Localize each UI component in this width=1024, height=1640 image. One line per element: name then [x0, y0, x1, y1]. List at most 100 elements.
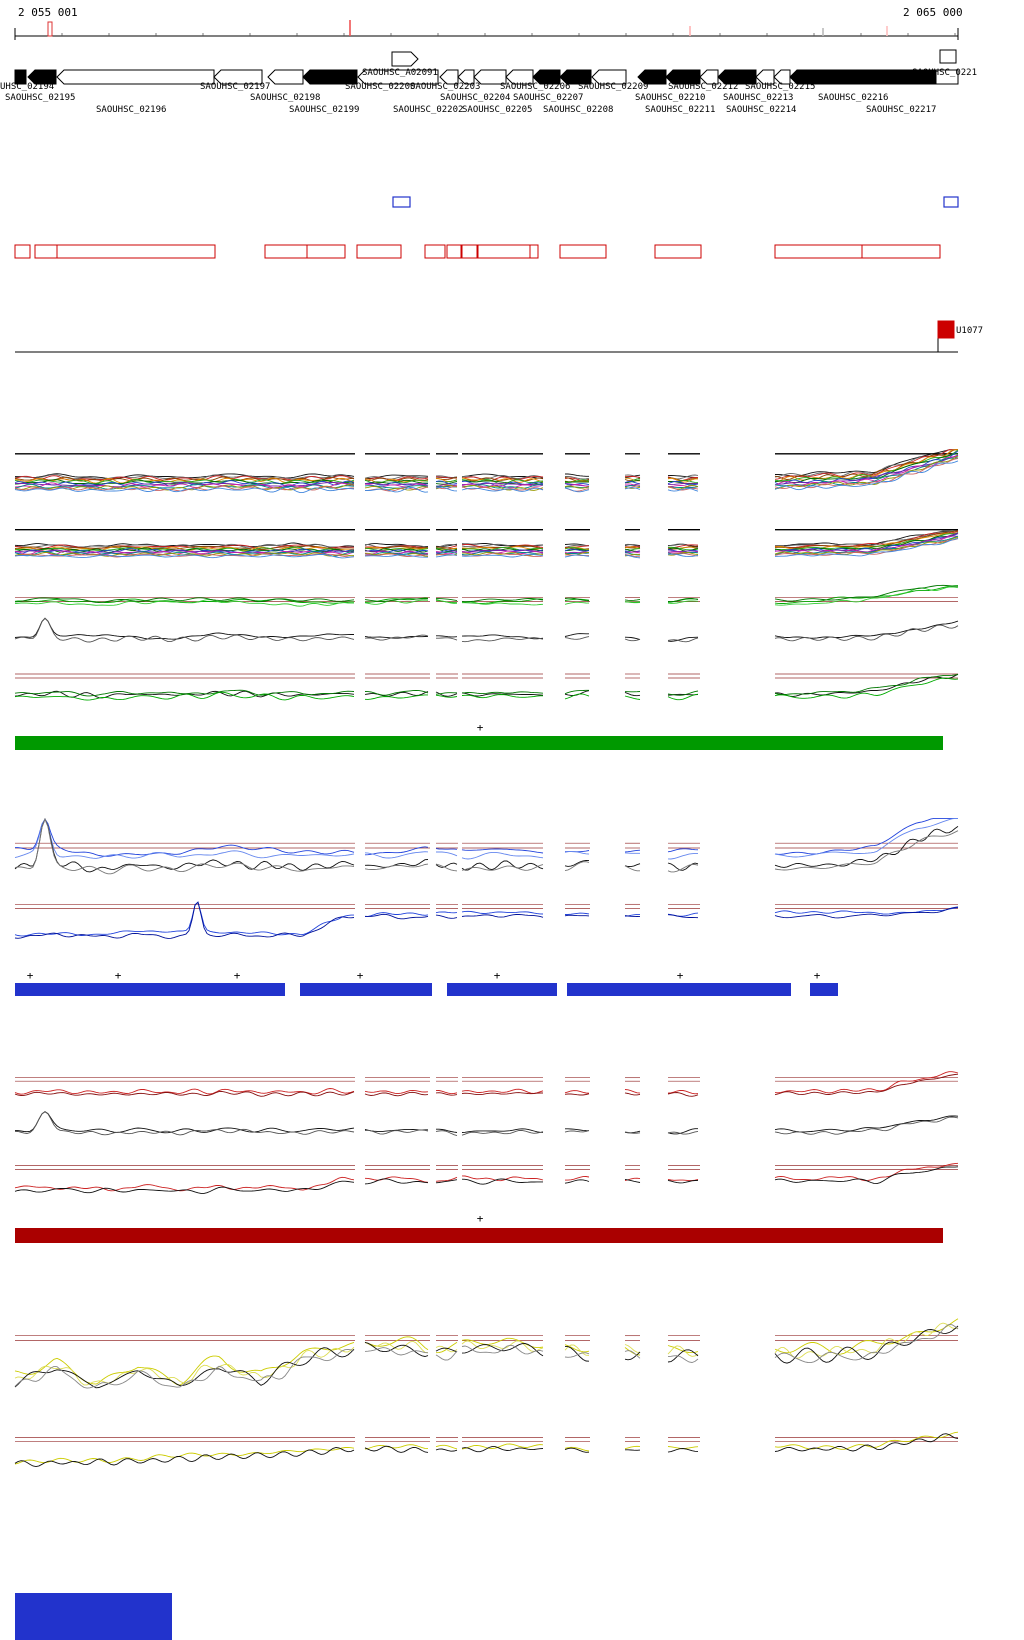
feature-box-red[interactable]: [356, 244, 402, 259]
signal-line: [624, 695, 641, 700]
feature-bar-blue[interactable]: [15, 983, 285, 996]
signal-line: [364, 546, 429, 549]
signal-line: [564, 1345, 590, 1362]
insertion-box-blue[interactable]: [943, 196, 959, 208]
signal-line: [667, 1089, 699, 1095]
insertion-box-blue[interactable]: [392, 196, 411, 208]
legend-block[interactable]: [15, 1593, 172, 1640]
signal-line: [667, 600, 699, 604]
signal-line: [435, 548, 458, 552]
gene-arrow[interactable]: [213, 69, 263, 85]
signal-line: [435, 1350, 458, 1361]
signal-line: [435, 554, 458, 558]
signal-line: [624, 636, 641, 640]
signal-line: [435, 1448, 458, 1452]
track-black-signal-2[interactable]: [14, 1111, 959, 1137]
signal-line: [435, 479, 458, 483]
signal-line: [565, 473, 589, 477]
gene-arrow[interactable]: [357, 69, 439, 85]
gene-label: SAOUHSC_02213: [723, 93, 793, 103]
signal-line: [774, 674, 959, 695]
signal-line: [774, 454, 959, 486]
track-blue-signal-tall[interactable]: [14, 817, 959, 875]
reverse-strand-bar[interactable]: [15, 1228, 943, 1243]
feature-box-red[interactable]: [14, 244, 31, 259]
flag-label: U1077: [956, 326, 983, 336]
signal-line: [14, 485, 354, 492]
gene-arrow[interactable]: [935, 69, 959, 85]
feature-box-red[interactable]: [774, 244, 941, 259]
feature-bar-blue[interactable]: [810, 983, 838, 996]
signal-line: [364, 1178, 429, 1185]
signal-line: [14, 818, 355, 859]
feature-box-red[interactable]: [264, 244, 308, 259]
feature-bar-blue[interactable]: [567, 983, 791, 996]
feature-box-red[interactable]: [654, 244, 702, 259]
signal-line: [435, 863, 458, 872]
signal-line: [667, 864, 699, 873]
gene-arrow[interactable]: [591, 69, 627, 85]
forward-strand-bar[interactable]: [15, 736, 943, 750]
track-blue-signal-2[interactable]: [14, 901, 959, 939]
track-red-black-signal[interactable]: [14, 1162, 959, 1194]
track-yellow-signal-2[interactable]: [14, 1431, 959, 1468]
plus-mark: +: [115, 969, 122, 982]
signal-line: [564, 481, 590, 483]
feature-box-red[interactable]: [559, 244, 607, 259]
track-black-signal-1[interactable]: [14, 617, 959, 643]
feature-box-red[interactable]: [477, 244, 539, 259]
signal-line: [461, 1446, 544, 1453]
feature-bar-blue[interactable]: [447, 983, 557, 996]
signal-line: [436, 637, 458, 641]
track-red-signal-1[interactable]: [14, 1071, 959, 1097]
signal-line: [436, 1128, 458, 1133]
signal-line: [565, 1176, 590, 1181]
gene-arrow[interactable]: [302, 69, 358, 85]
ruler-start-label: 2 055 001: [18, 6, 78, 19]
signal-line: [774, 1431, 959, 1450]
signal-line: [564, 554, 590, 558]
gene-arrow[interactable]: [559, 69, 592, 85]
gene-arrow[interactable]: [27, 69, 57, 85]
signal-line: [774, 1116, 959, 1135]
gene-arrow[interactable]: [267, 69, 304, 85]
signal-line: [667, 690, 699, 696]
gene-label: SAOUHSC_02203: [410, 82, 480, 92]
gene-box[interactable]: [939, 49, 957, 64]
gene-arrow[interactable]: [56, 69, 215, 85]
track-green-black-signal[interactable]: [14, 673, 959, 701]
signal-line: [461, 477, 544, 482]
track-coverage-overlay-2[interactable]: [14, 529, 959, 559]
flag-marker[interactable]: [937, 320, 955, 339]
signal-line: [624, 554, 641, 559]
feature-box-red[interactable]: [461, 244, 478, 259]
signal-line: [667, 862, 699, 871]
ruler-end-label: 2 065 000: [903, 6, 963, 19]
track-coverage-overlay-top[interactable]: [14, 449, 959, 494]
feature-box-red[interactable]: [34, 244, 216, 259]
signal-line: [774, 535, 959, 556]
signal-line: [364, 863, 429, 870]
signal-line: [667, 1448, 699, 1453]
signal-line: [436, 635, 458, 638]
gene-label: SAOUHSC_02211: [645, 105, 715, 115]
signal-line: [564, 487, 590, 493]
track-yellow-signal-1[interactable]: [14, 1318, 959, 1389]
signal-line: [364, 599, 429, 605]
feature-bar-blue[interactable]: [300, 983, 432, 996]
signal-line: [461, 914, 544, 918]
signal-line: [364, 1340, 429, 1354]
feature-box-red[interactable]: [446, 244, 462, 259]
gene-arrow[interactable]: [14, 69, 27, 85]
feature-box-red[interactable]: [424, 244, 446, 259]
track-green-signal[interactable]: [14, 584, 959, 607]
gene-label: SAOUHSC_02205: [462, 105, 532, 115]
gene-arrow[interactable]: [391, 51, 419, 67]
signal-line: [564, 1093, 590, 1096]
feature-box-red[interactable]: [306, 244, 346, 259]
signal-line: [435, 475, 458, 479]
signal-line: [14, 597, 355, 604]
signal-line: [624, 638, 641, 642]
signal-line: [364, 598, 429, 602]
